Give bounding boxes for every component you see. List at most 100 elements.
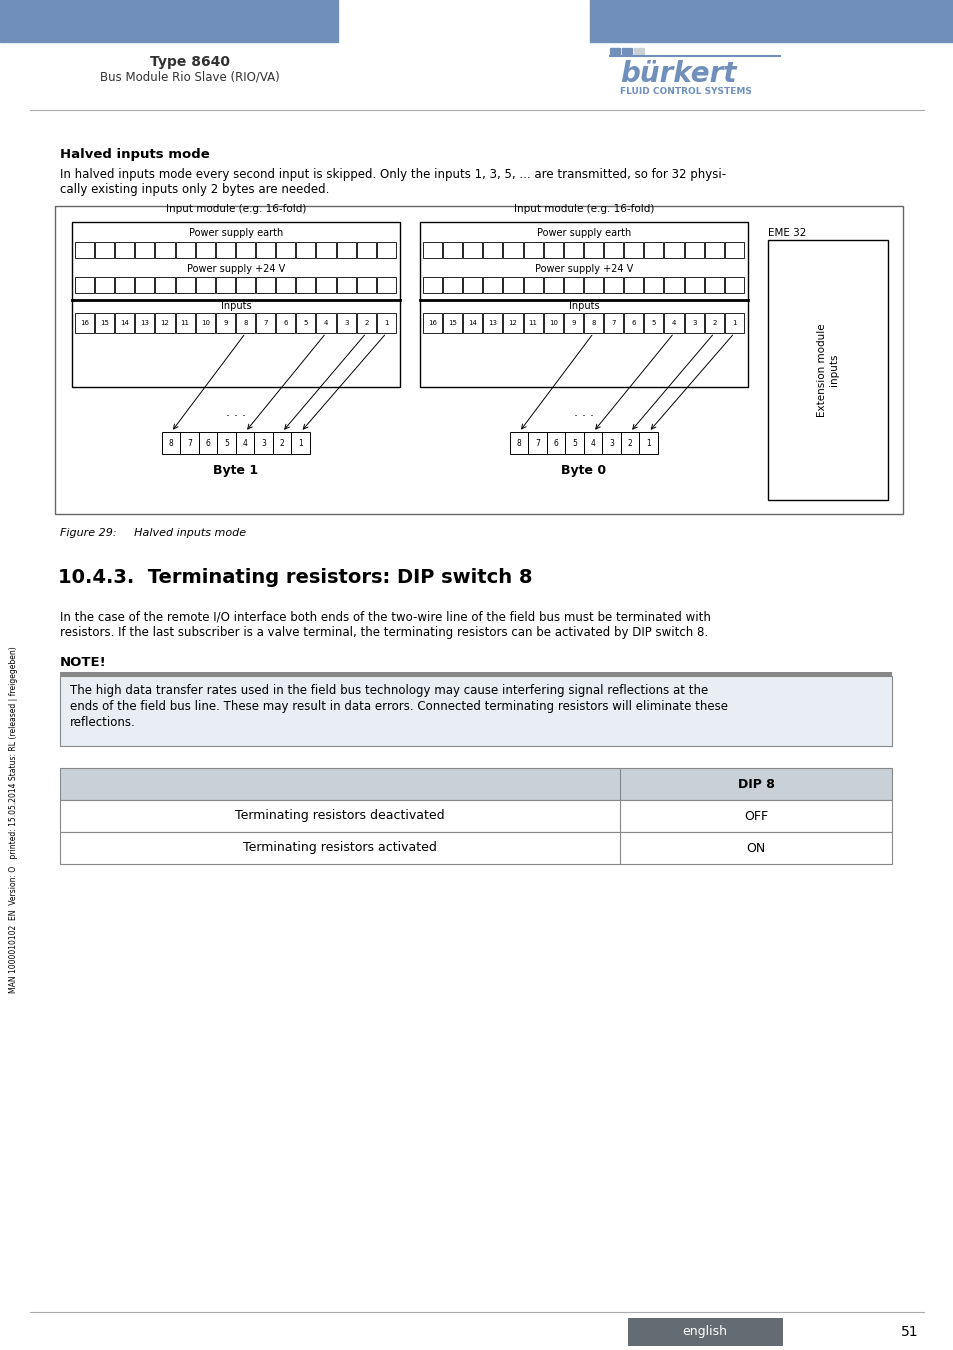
Bar bbox=[724, 277, 743, 293]
Bar bbox=[75, 313, 94, 333]
Text: reflections.: reflections. bbox=[70, 716, 135, 729]
Bar bbox=[724, 242, 743, 258]
Text: 13: 13 bbox=[140, 320, 150, 325]
Bar bbox=[60, 801, 891, 832]
Text: 3: 3 bbox=[344, 320, 348, 325]
Bar bbox=[664, 277, 683, 293]
Text: Power supply +24 V: Power supply +24 V bbox=[187, 265, 285, 274]
Text: 9: 9 bbox=[571, 320, 575, 325]
Bar bbox=[503, 242, 522, 258]
Text: FLUID CONTROL SYSTEMS: FLUID CONTROL SYSTEMS bbox=[619, 86, 751, 96]
Bar bbox=[463, 277, 482, 293]
Bar bbox=[316, 313, 335, 333]
Text: 8: 8 bbox=[169, 439, 173, 447]
Bar bbox=[75, 277, 94, 293]
Bar bbox=[684, 277, 703, 293]
Bar bbox=[276, 277, 295, 293]
Text: 2: 2 bbox=[627, 439, 632, 447]
Bar bbox=[376, 277, 395, 293]
Text: 7: 7 bbox=[187, 439, 192, 447]
Text: 12: 12 bbox=[160, 320, 170, 325]
Bar bbox=[523, 242, 542, 258]
Bar bbox=[215, 242, 234, 258]
Text: . . .: . . . bbox=[226, 405, 246, 418]
Text: Bus Module Rio Slave (RIO/VA): Bus Module Rio Slave (RIO/VA) bbox=[100, 70, 279, 82]
Bar bbox=[602, 432, 620, 454]
Bar bbox=[217, 432, 235, 454]
Bar bbox=[609, 49, 619, 54]
Text: 15: 15 bbox=[100, 320, 109, 325]
Bar bbox=[563, 242, 582, 258]
Bar bbox=[503, 277, 522, 293]
Text: 5: 5 bbox=[224, 439, 229, 447]
Bar bbox=[376, 313, 395, 333]
Bar bbox=[356, 242, 375, 258]
Bar bbox=[546, 432, 565, 454]
Bar bbox=[336, 277, 355, 293]
Bar bbox=[523, 313, 542, 333]
Bar bbox=[235, 277, 254, 293]
Text: 12: 12 bbox=[508, 320, 517, 325]
Bar bbox=[276, 242, 295, 258]
Bar bbox=[95, 277, 114, 293]
Text: 7: 7 bbox=[611, 320, 616, 325]
Bar bbox=[175, 242, 194, 258]
Text: 1: 1 bbox=[384, 320, 388, 325]
Bar bbox=[510, 432, 528, 454]
Bar bbox=[563, 313, 582, 333]
Bar bbox=[767, 240, 887, 500]
Bar bbox=[115, 313, 134, 333]
Text: 1: 1 bbox=[731, 320, 736, 325]
Bar bbox=[565, 432, 583, 454]
Text: english: english bbox=[681, 1326, 727, 1338]
Text: . . .: . . . bbox=[574, 405, 594, 418]
Bar bbox=[623, 242, 642, 258]
Text: Power supply earth: Power supply earth bbox=[189, 228, 283, 238]
Text: 6: 6 bbox=[283, 320, 288, 325]
Bar bbox=[255, 313, 275, 333]
Text: NOTE!: NOTE! bbox=[60, 656, 107, 670]
Bar bbox=[442, 242, 462, 258]
Bar bbox=[704, 242, 723, 258]
Text: 8: 8 bbox=[243, 320, 248, 325]
Bar bbox=[95, 242, 114, 258]
Text: In halved inputs mode every second input is skipped. Only the inputs 1, 3, 5, ..: In halved inputs mode every second input… bbox=[60, 167, 725, 181]
Text: 4: 4 bbox=[323, 320, 328, 325]
Bar bbox=[523, 277, 542, 293]
Text: 5: 5 bbox=[303, 320, 308, 325]
Bar bbox=[254, 432, 273, 454]
Bar bbox=[583, 313, 602, 333]
Text: DIP 8: DIP 8 bbox=[737, 778, 774, 791]
Text: Halved inputs mode: Halved inputs mode bbox=[60, 148, 210, 161]
Bar bbox=[255, 242, 275, 258]
Text: Extension module
inputs: Extension module inputs bbox=[817, 323, 838, 417]
Text: 4: 4 bbox=[243, 439, 248, 447]
Text: 4: 4 bbox=[590, 439, 595, 447]
Text: 10: 10 bbox=[200, 320, 210, 325]
Bar bbox=[235, 432, 254, 454]
Bar bbox=[463, 313, 482, 333]
Bar bbox=[664, 313, 683, 333]
Text: The high data transfer rates used in the field bus technology may cause interfer: The high data transfer rates used in the… bbox=[70, 684, 707, 697]
Bar bbox=[419, 221, 747, 387]
Bar bbox=[442, 277, 462, 293]
Text: 2: 2 bbox=[279, 439, 284, 447]
Text: 11: 11 bbox=[528, 320, 537, 325]
Text: MAN 1000010102  EN  Version: O   printed: 15.05.2014 Status: RL (released | frei: MAN 1000010102 EN Version: O printed: 15… bbox=[10, 647, 18, 994]
Bar bbox=[155, 242, 174, 258]
Text: 8: 8 bbox=[517, 439, 521, 447]
Text: 10: 10 bbox=[548, 320, 558, 325]
Text: 14: 14 bbox=[120, 320, 129, 325]
Bar bbox=[422, 277, 441, 293]
Bar bbox=[356, 277, 375, 293]
Bar bbox=[180, 432, 199, 454]
Text: Inputs: Inputs bbox=[220, 301, 251, 310]
Text: 11: 11 bbox=[180, 320, 190, 325]
Text: 5: 5 bbox=[651, 320, 656, 325]
Bar bbox=[643, 242, 662, 258]
Bar bbox=[543, 313, 562, 333]
Bar bbox=[162, 432, 180, 454]
Bar bbox=[296, 242, 315, 258]
Bar bbox=[336, 313, 355, 333]
Bar bbox=[255, 277, 275, 293]
